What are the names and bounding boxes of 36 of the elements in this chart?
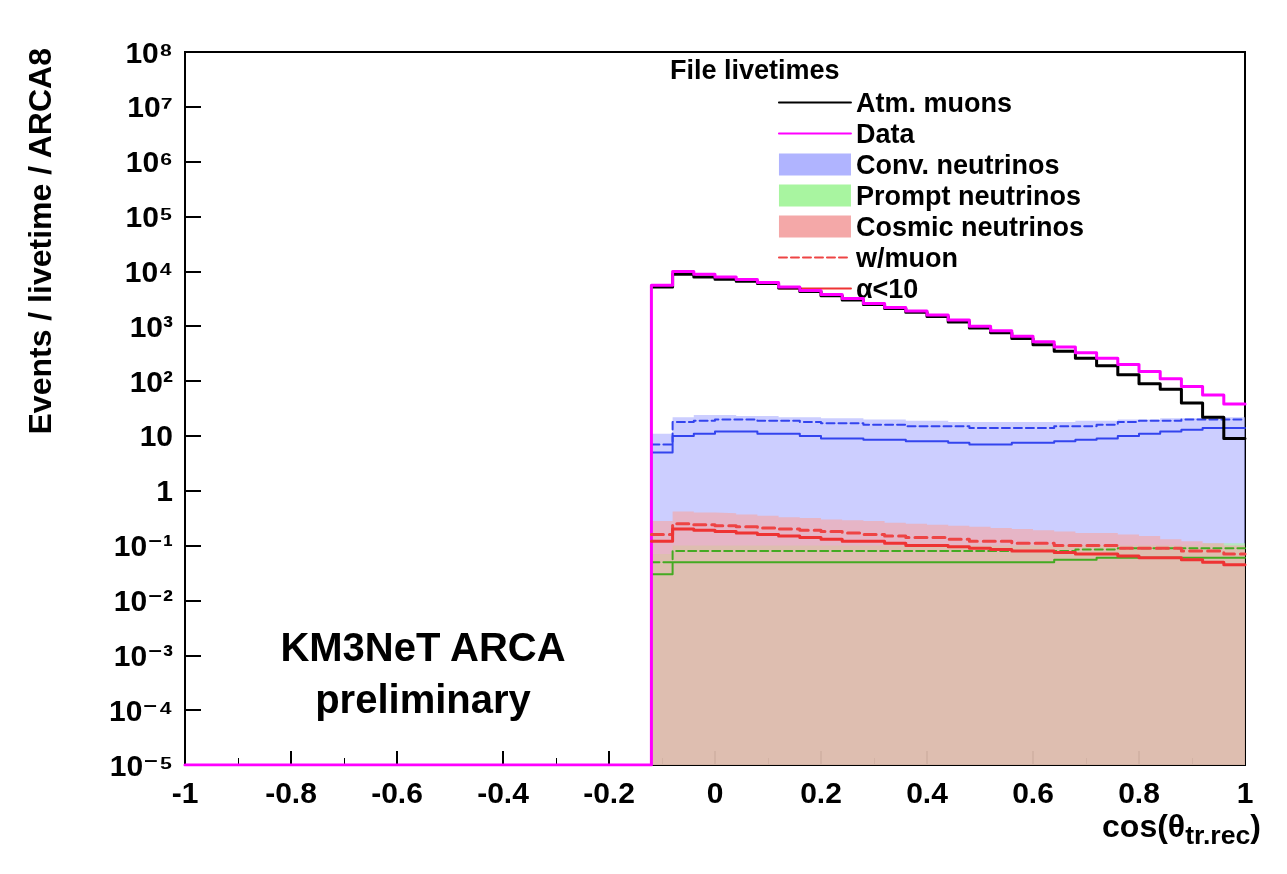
x-tick-label: -1 [171, 775, 199, 809]
y-tick-label: 10⁴ [124, 254, 173, 288]
y-tick-label: 10⁻² [113, 583, 173, 617]
y-tick-label: 10³ [129, 309, 174, 343]
y-tick-label: 10⁻⁵ [109, 748, 173, 782]
y-tick-label: 10⁻¹ [113, 529, 173, 563]
legend-label: Prompt neutrinos [855, 180, 1081, 211]
x-tick-label: 0.2 [800, 775, 842, 809]
legend-title: File livetimes [670, 54, 840, 85]
legend-label: Cosmic neutrinos [855, 211, 1085, 242]
legend-label: Atm. muons [855, 87, 1012, 118]
x-tick-label: -0.2 [583, 775, 635, 809]
legend-label: α<10 [855, 273, 919, 304]
y-tick-label: 10⁸ [125, 35, 173, 69]
y-axis-title: Events / livetime / ARCA8 [22, 48, 58, 435]
x-tick-label: 0 [706, 775, 724, 809]
legend-label: w/muon [854, 242, 958, 273]
x-tick-label: -0.8 [265, 775, 317, 809]
legend-label: Conv. neutrinos [855, 149, 1060, 180]
y-tick-label: 10⁵ [125, 200, 173, 234]
y-tick-label: 10² [129, 364, 174, 398]
x-tick-label: 1 [1236, 775, 1254, 809]
y-tick-label: 10 [139, 419, 173, 453]
annotation: KM3NeT ARCA preliminary [280, 625, 566, 721]
y-tick-label: 10⁷ [127, 90, 173, 124]
x-tick-label: -0.6 [371, 775, 423, 809]
x-axis-title: cos(θ$_{tr.rec}$) [1102, 808, 1261, 852]
x-tick-label: 0.4 [906, 775, 949, 809]
legend-label: Data [855, 118, 916, 149]
y-tick-label: 1 [156, 474, 173, 508]
x-tick-label: 0.6 [1012, 775, 1054, 809]
x-tick-label: -0.4 [477, 775, 530, 809]
y-tick-label: 10⁻³ [113, 638, 173, 672]
y-tick-label: 10⁻⁴ [108, 693, 173, 727]
y-tick-label: 10⁶ [125, 145, 173, 179]
x-tick-label: 0.8 [1118, 775, 1160, 809]
